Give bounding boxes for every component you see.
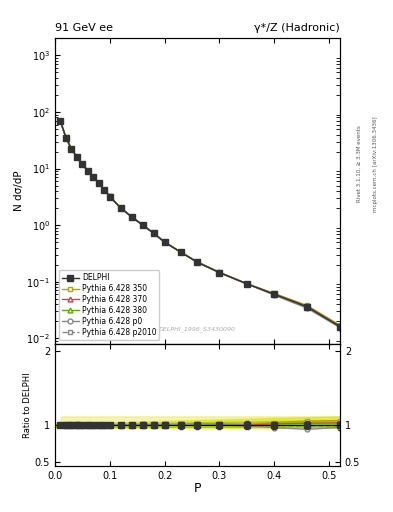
- Y-axis label: N dσ/dP: N dσ/dP: [13, 171, 24, 211]
- Text: Rivet 3.1.10, ≥ 3.3M events: Rivet 3.1.10, ≥ 3.3M events: [357, 125, 362, 202]
- Text: γ*/Z (Hadronic): γ*/Z (Hadronic): [254, 23, 340, 33]
- Text: DELPHI_1996_S3430090: DELPHI_1996_S3430090: [159, 326, 236, 332]
- X-axis label: P: P: [194, 482, 201, 495]
- Text: 91 GeV ee: 91 GeV ee: [55, 23, 113, 33]
- Y-axis label: Ratio to DELPHI: Ratio to DELPHI: [23, 372, 32, 438]
- Text: mcplots.cern.ch [arXiv:1306.3436]: mcplots.cern.ch [arXiv:1306.3436]: [373, 116, 378, 211]
- Legend: DELPHI, Pythia 6.428 350, Pythia 6.428 370, Pythia 6.428 380, Pythia 6.428 p0, P: DELPHI, Pythia 6.428 350, Pythia 6.428 3…: [59, 270, 160, 340]
